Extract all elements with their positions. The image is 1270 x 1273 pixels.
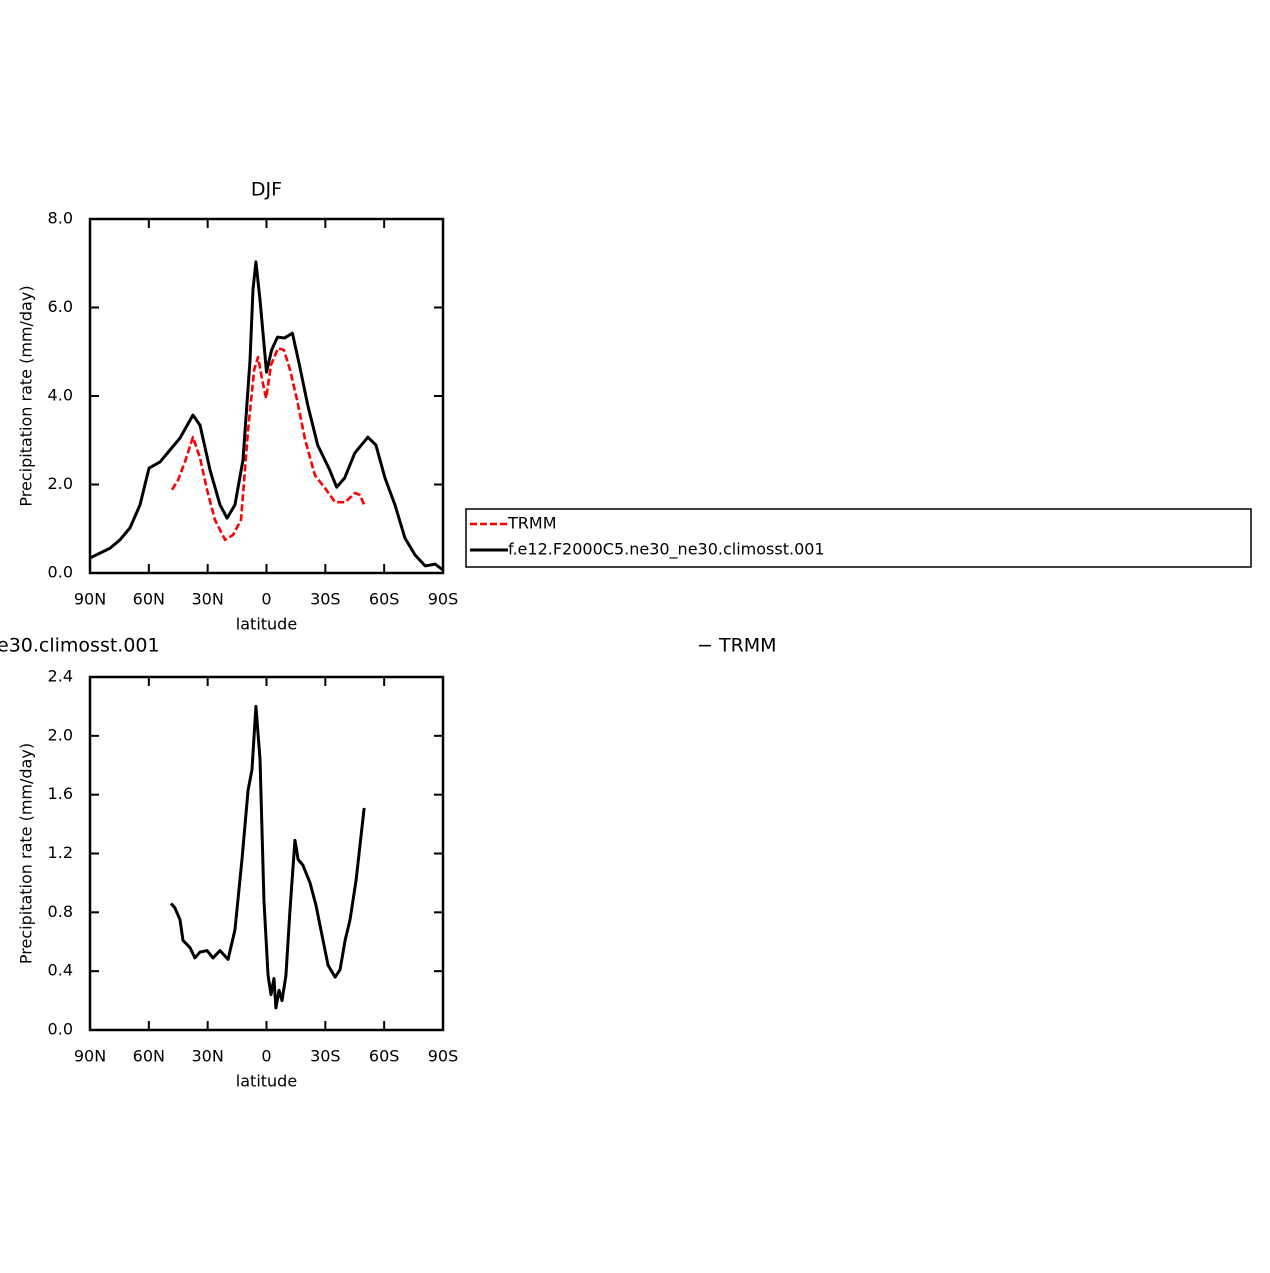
legend-label: f.e12.F2000C5.ne30_ne30.climosst.001 bbox=[508, 540, 825, 560]
x-tick-label: 30S bbox=[310, 590, 341, 609]
y-tick-label: 4.0 bbox=[48, 386, 73, 405]
y-tick-label: 6.0 bbox=[48, 297, 73, 316]
x-tick-label: 30S bbox=[310, 1047, 341, 1066]
legend-box bbox=[465, 508, 1252, 568]
y-tick-label: 2.0 bbox=[48, 725, 73, 744]
x-tick-label: 60N bbox=[133, 1047, 165, 1066]
x-tick-label: 90S bbox=[428, 590, 459, 609]
series-line bbox=[170, 346, 366, 542]
x-tick-label: 30N bbox=[192, 1047, 224, 1066]
x-axis-label: latitude bbox=[236, 1072, 297, 1091]
x-tick-label: 90S bbox=[428, 1047, 459, 1066]
legend-label: TRMM bbox=[507, 514, 557, 533]
x-tick-label: 0 bbox=[261, 590, 271, 609]
x-tick-label: 60S bbox=[369, 590, 400, 609]
x-tick-label: 60S bbox=[369, 1047, 400, 1066]
chart-title: e30.climosst.001 bbox=[0, 635, 160, 657]
x-tick-label: 60N bbox=[133, 590, 165, 609]
y-tick-label: 2.4 bbox=[48, 667, 73, 686]
y-tick-label: 1.6 bbox=[48, 784, 73, 803]
chart-title: DJF bbox=[251, 179, 282, 201]
y-tick-label: 0.8 bbox=[48, 902, 73, 921]
y-axis-label: Precipitation rate (mm/day) bbox=[17, 285, 36, 506]
y-tick-label: 0.0 bbox=[48, 563, 73, 582]
series-line bbox=[89, 260, 444, 572]
x-tick-label: 90N bbox=[74, 590, 106, 609]
series-line bbox=[169, 704, 366, 1010]
y-tick-label: 8.0 bbox=[48, 209, 73, 228]
x-tick-label: 30N bbox=[192, 590, 224, 609]
y-tick-label: 0.0 bbox=[48, 1020, 73, 1039]
x-axis-label: latitude bbox=[236, 615, 297, 634]
x-tick-label: 0 bbox=[261, 1047, 271, 1066]
plot-frame bbox=[88, 675, 445, 1032]
y-tick-label: 2.0 bbox=[48, 474, 73, 493]
y-tick-label: 1.2 bbox=[48, 843, 73, 862]
chart-title: − TRMM bbox=[697, 635, 777, 657]
y-axis-label: Precipitation rate (mm/day) bbox=[17, 743, 36, 964]
y-tick-label: 0.4 bbox=[48, 961, 73, 980]
x-tick-label: 90N bbox=[74, 1047, 106, 1066]
